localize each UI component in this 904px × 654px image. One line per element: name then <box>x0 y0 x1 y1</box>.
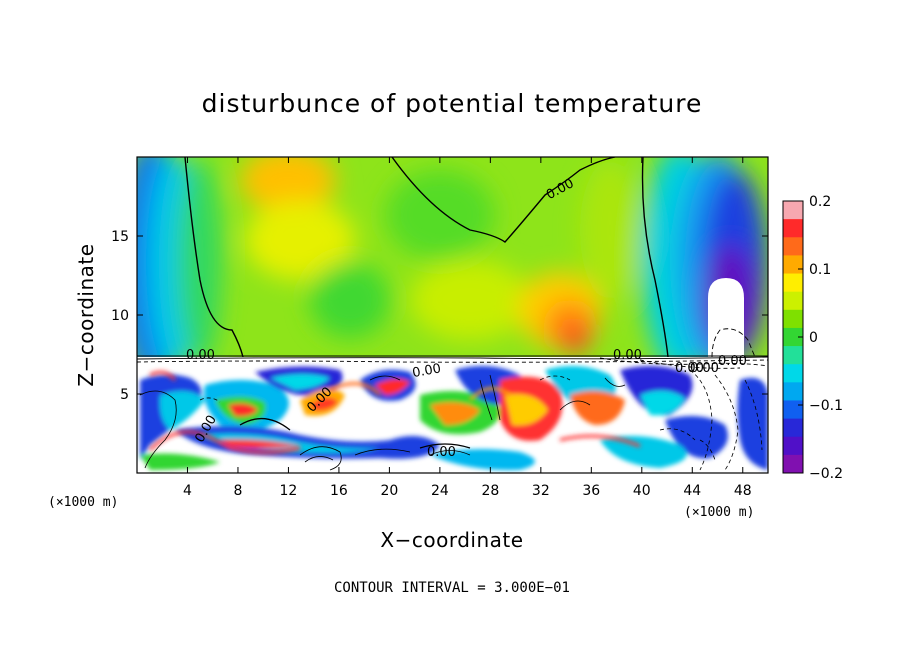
upper-field <box>137 157 768 357</box>
colorbar-swatch <box>783 400 803 420</box>
colorbar-swatch <box>783 364 803 383</box>
colorbar-swatch <box>783 346 803 365</box>
contour-label: 0.00 <box>675 361 704 376</box>
colorbar-swatch <box>783 454 803 474</box>
x-unit-right: (×1000 m) <box>684 505 754 520</box>
colorbar-swatch <box>783 418 803 438</box>
interface-contours <box>137 355 768 369</box>
contour-label: 0.00 <box>186 348 215 363</box>
chart-title: disturbunce of potential temperature <box>202 89 703 118</box>
lower-field <box>137 357 768 473</box>
colorbar: 0.2 0.1 0 −0.1 −0.2 <box>782 194 843 482</box>
y-axis-label: Z−coordinate <box>74 243 98 386</box>
x-tick-label: 28 <box>481 483 499 499</box>
contour-label: 0.00 <box>690 361 719 376</box>
colorbar-swatch <box>783 309 803 329</box>
colorbar-swatch <box>783 201 803 220</box>
colorbar-swatch <box>783 436 803 456</box>
colorbar-swatch <box>783 273 803 293</box>
colorbar-swatch <box>783 219 803 238</box>
y-tick-label: 5 <box>120 387 129 403</box>
x-tick-label: 36 <box>582 483 600 499</box>
contour-label: 0.00 <box>411 361 442 381</box>
x-unit-left: (×1000 m) <box>48 495 118 510</box>
contour-label: 0.00 <box>427 445 456 460</box>
colorbar-swatch <box>783 255 803 275</box>
colorbar-tick-label: −0.1 <box>809 398 843 414</box>
x-tick-label: 16 <box>330 483 348 499</box>
x-tick-label: 12 <box>280 483 298 499</box>
x-tick-label: 24 <box>431 483 449 499</box>
x-axis: 4 8 12 16 20 24 28 32 36 40 44 48 <box>183 157 752 499</box>
colorbar-tick-label: 0.2 <box>809 194 831 210</box>
y-tick-label: 10 <box>111 308 129 324</box>
plot-area <box>137 157 768 473</box>
colorbar-tick-label: 0.1 <box>809 262 831 278</box>
x-axis-label: X−coordinate <box>380 528 523 552</box>
x-tick-label: 32 <box>532 483 550 499</box>
colorbar-tick-label: −0.2 <box>809 466 843 482</box>
contour-label: 0.00 <box>613 348 642 363</box>
y-tick-label: 15 <box>111 229 129 245</box>
colorbar-tick-label: 0 <box>809 330 818 346</box>
x-tick-label: 8 <box>233 483 242 499</box>
contour-interval-note: CONTOUR INTERVAL = 3.000E−01 <box>334 580 570 596</box>
colorbar-swatch <box>783 237 803 256</box>
x-tick-label: 20 <box>380 483 398 499</box>
x-tick-label: 48 <box>734 483 752 499</box>
colorbar-swatch <box>783 327 803 347</box>
x-tick-label: 4 <box>183 483 192 499</box>
contour-label: 0.00 <box>718 354 747 369</box>
y-axis: 5 10 15 <box>111 229 768 403</box>
colorbar-swatch <box>783 382 803 401</box>
colorbar-swatch <box>783 291 803 311</box>
x-tick-label: 40 <box>633 483 651 499</box>
x-tick-label: 44 <box>683 483 701 499</box>
